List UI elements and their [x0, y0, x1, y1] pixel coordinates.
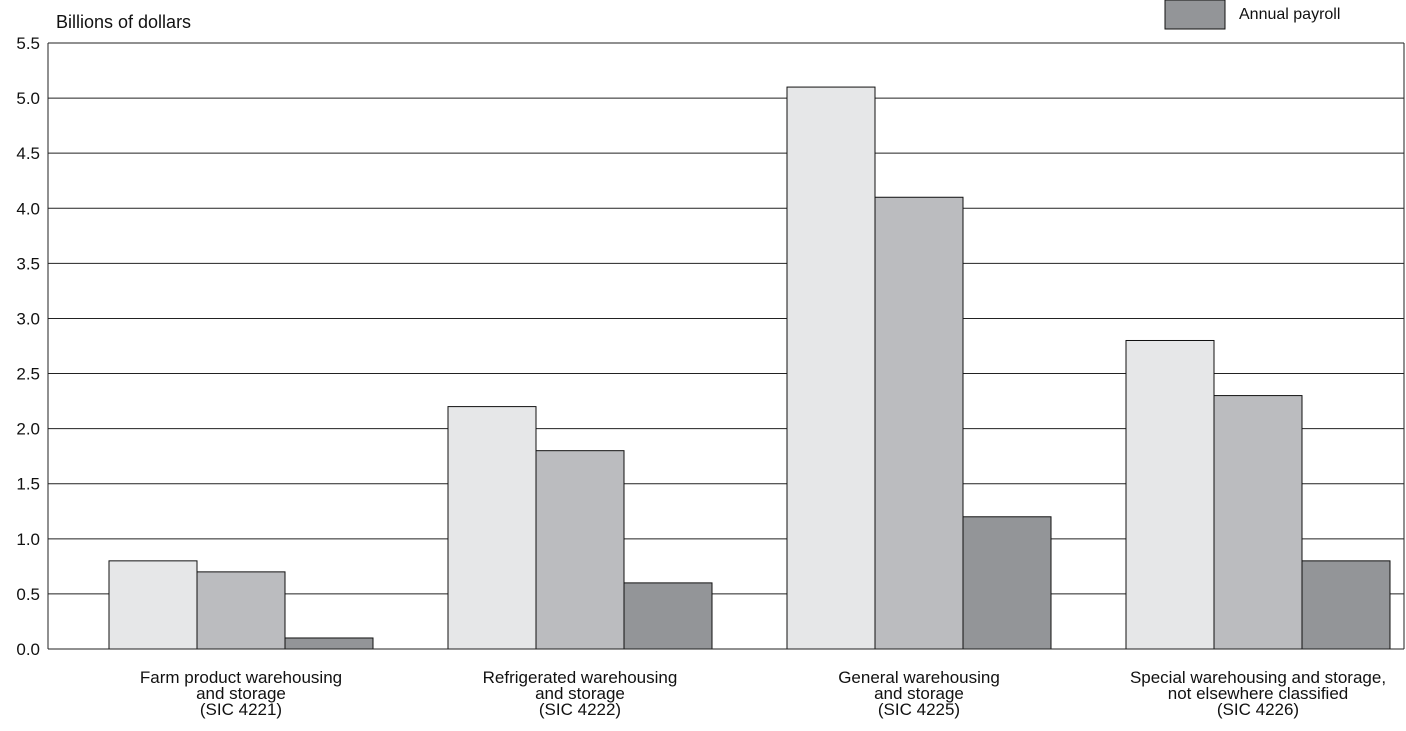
x-category-label: General warehousing and storage (SIC 4225)	[838, 668, 1000, 719]
legend-label: Annual payroll	[1239, 6, 1340, 23]
y-tick-label: 4.5	[16, 144, 40, 163]
x-category-label: Special warehousing and storage, not else…	[1130, 668, 1386, 719]
y-axis-label: Billions of dollars	[56, 12, 191, 32]
bar	[874, 196, 964, 650]
legend-swatch	[1164, 0, 1226, 30]
bar	[1301, 560, 1391, 650]
legend: Annual payroll	[1164, 0, 1340, 30]
x-category-label: Refrigerated warehousing and storage (SIC …	[483, 668, 678, 719]
bar	[623, 582, 713, 650]
y-tick-label: 5.0	[16, 89, 40, 108]
y-tick-label: 0.0	[16, 640, 40, 659]
y-tick-label: 1.0	[16, 530, 40, 549]
bars	[108, 86, 1391, 650]
bar	[108, 560, 198, 650]
bar	[447, 406, 537, 650]
bar	[786, 86, 876, 650]
y-tick-label: 1.5	[16, 475, 40, 494]
x-category-labels: Farm product warehousing and storage (SIC …	[140, 668, 1386, 719]
x-category-label: Farm product warehousing and storage (SIC …	[140, 668, 342, 719]
y-tick-label: 2.0	[16, 420, 40, 439]
bar	[196, 571, 286, 650]
y-tick-label: 5.5	[16, 34, 40, 53]
y-tick-label: 0.5	[16, 585, 40, 604]
bar	[535, 450, 625, 650]
bar	[1213, 395, 1303, 650]
y-tick-label: 3.5	[16, 254, 40, 273]
y-tick-label: 2.5	[16, 365, 40, 384]
bar	[284, 637, 374, 650]
y-tick-labels: 0.0 0.5 1.0 1.5 2.0 2.5 3.0 3.5 4.0 4.5 5.0 5.5	[16, 34, 40, 659]
bar	[962, 516, 1052, 650]
y-tick-label: 4.0	[16, 199, 40, 218]
bar	[1125, 339, 1215, 650]
y-tick-label: 3.0	[16, 309, 40, 328]
axes	[47, 43, 1405, 650]
